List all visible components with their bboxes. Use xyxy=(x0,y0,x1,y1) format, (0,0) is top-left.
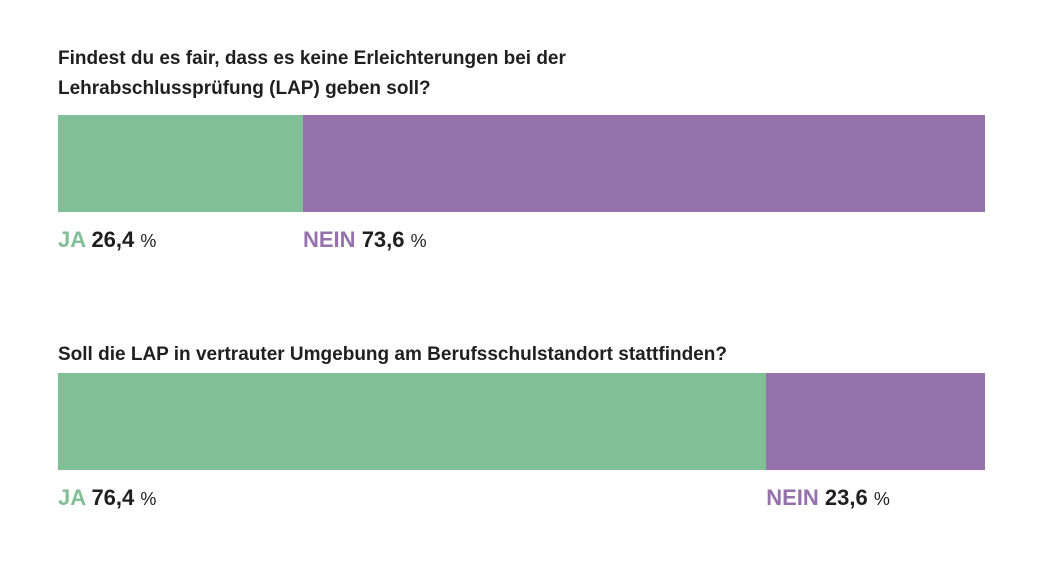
stacked-bar xyxy=(58,115,985,212)
bar-segment-nein xyxy=(766,373,985,470)
label-nein-unit: % xyxy=(873,489,890,509)
chart-title: Soll die LAP in vertrauter Umgebung am B… xyxy=(58,344,727,365)
label-nein: NEIN 23,6 % xyxy=(766,479,890,518)
label-ja-name: JA xyxy=(58,485,86,510)
bar-segment-ja xyxy=(58,115,303,212)
label-ja: JA 76,4 % xyxy=(58,479,156,518)
bar-segment-ja xyxy=(58,373,767,470)
label-ja-unit: % xyxy=(140,231,157,251)
label-ja-value: 76,4 xyxy=(91,485,135,510)
label-ja: JA 26,4 % xyxy=(58,221,156,260)
label-nein-unit: % xyxy=(410,231,427,251)
poll-chart-1: Findest du es fair, dass es keine Erleic… xyxy=(58,44,985,261)
bar-segment-nein xyxy=(302,115,985,212)
chart-title: Findest du es fair, dass es keine Erleic… xyxy=(58,48,566,99)
label-nein: NEIN 73,6 % xyxy=(303,221,427,260)
label-ja-value: 26,4 xyxy=(91,227,135,252)
label-nein-name: NEIN xyxy=(766,485,819,510)
label-ja-unit: % xyxy=(140,489,157,509)
bar-labels: JA 76,4 % NEIN 23,6 % xyxy=(58,479,985,519)
label-ja-name: JA xyxy=(58,227,86,252)
bar-labels: JA 26,4 % NEIN 73,6 % xyxy=(58,221,985,261)
label-nein-value: 73,6 xyxy=(361,227,405,252)
label-nein-value: 23,6 xyxy=(824,485,868,510)
label-nein-name: NEIN xyxy=(303,227,356,252)
poll-chart-2: Soll die LAP in vertrauter Umgebung am B… xyxy=(58,340,985,519)
stacked-bar xyxy=(58,373,985,470)
